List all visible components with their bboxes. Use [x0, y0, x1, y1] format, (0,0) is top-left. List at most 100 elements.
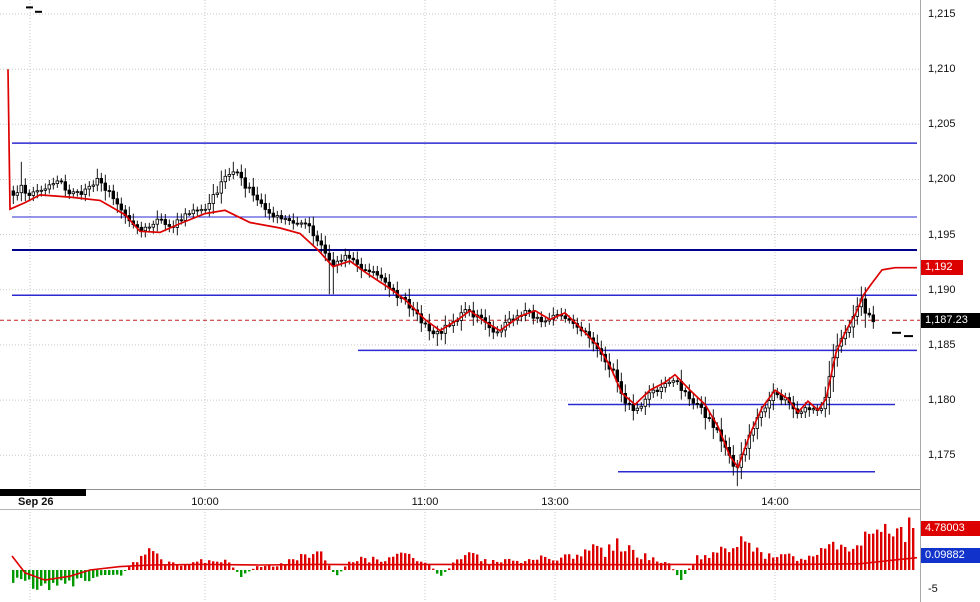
candle-body [799, 411, 803, 414]
candle-body [819, 408, 823, 411]
candle-body [47, 184, 51, 190]
candle-body [275, 215, 279, 218]
candle-body [683, 390, 687, 393]
candle-body [343, 254, 347, 261]
volume-bar [812, 556, 815, 570]
volume-bar [468, 552, 471, 570]
volume-bar [736, 547, 739, 570]
candle-body [699, 403, 703, 408]
candle-body [463, 309, 467, 314]
candle-body [759, 411, 763, 418]
volume-bar [636, 557, 639, 570]
candle-body [243, 177, 247, 189]
candle-body [95, 177, 99, 186]
candle-body [635, 407, 639, 411]
volume-bar [88, 570, 91, 582]
volume-bar [144, 554, 147, 570]
volume-bar [816, 554, 819, 570]
volume-bar [500, 562, 503, 570]
candle-body [83, 188, 87, 195]
volume-bar [832, 541, 835, 570]
volume-bar [448, 568, 451, 570]
candle-body [379, 274, 383, 279]
indicator-scale-min-label: -5 [928, 583, 938, 595]
volume-bar [600, 547, 603, 570]
candle-body [323, 244, 327, 254]
volume-bar [196, 561, 199, 570]
candle-body [67, 189, 71, 195]
candle-body [103, 182, 107, 191]
volume-bar [304, 554, 307, 570]
volume-bar [452, 562, 455, 570]
volume-bar [424, 562, 427, 570]
volume-bar [396, 553, 399, 570]
candle-body [215, 192, 219, 195]
candle-body [431, 330, 435, 335]
candle-body [111, 190, 115, 200]
volume-bar [596, 545, 599, 570]
volume-bar [660, 562, 663, 570]
candle-body [295, 222, 299, 225]
candle-body [187, 213, 191, 216]
volume-bar [388, 557, 391, 570]
volume-bar [868, 533, 871, 570]
volume-bar [836, 549, 839, 570]
volume-bar [788, 553, 791, 570]
volume-bar [912, 528, 915, 570]
volume-bar [16, 570, 19, 578]
candlestick-plot[interactable] [0, 0, 920, 489]
volume-bar [248, 570, 251, 572]
volume-bar [820, 548, 823, 570]
volume-bar [900, 527, 903, 570]
volume-bar [116, 570, 119, 575]
candle-body [147, 226, 151, 229]
candle-body [291, 220, 295, 224]
price-tick-label: 1,180 [928, 394, 956, 407]
indicator-plot[interactable] [0, 512, 920, 602]
volume-bar [688, 568, 691, 570]
volume-bar [604, 556, 607, 570]
volume-bar [576, 554, 579, 570]
volume-bar [756, 547, 759, 570]
volume-bar [172, 562, 175, 570]
candle-body [23, 184, 27, 194]
volume-bar [392, 556, 395, 570]
candle-body [203, 208, 207, 211]
candle-body [263, 203, 267, 210]
volume-bar [792, 556, 795, 570]
volume-bar [584, 549, 587, 570]
volume-bar [840, 544, 843, 570]
volume-bar [440, 570, 443, 576]
volume-bar [404, 553, 407, 570]
candle-body [259, 199, 263, 204]
volume-bar [236, 570, 239, 572]
candle-body [159, 218, 163, 221]
volume-bar [264, 566, 267, 570]
time-tick-label: 14:00 [761, 496, 789, 508]
volume-bar [436, 570, 439, 574]
volume-bar [428, 564, 431, 570]
candle-body [211, 194, 215, 204]
volume-bar [240, 570, 243, 577]
candle-body [331, 259, 335, 266]
volume-bar [212, 561, 215, 570]
volume-bar [744, 541, 747, 570]
candle-body [671, 380, 675, 383]
volume-bar [564, 554, 567, 570]
volume-bar [128, 566, 131, 570]
candle-body [767, 400, 771, 409]
candle-body [339, 259, 343, 262]
time-tick-label: Sep 26 [18, 496, 54, 508]
volume-bar [796, 560, 799, 570]
volume-bar [588, 550, 591, 570]
candle-body [139, 226, 143, 231]
volume-bar [100, 570, 103, 576]
volume-bar [356, 561, 359, 570]
candle-body [631, 403, 635, 412]
candle-body [63, 181, 67, 191]
candle-body [319, 240, 323, 246]
volume-bar [624, 551, 627, 570]
price-line [7, 69, 917, 470]
volume-bar [680, 570, 683, 580]
volume-bar [852, 548, 855, 570]
